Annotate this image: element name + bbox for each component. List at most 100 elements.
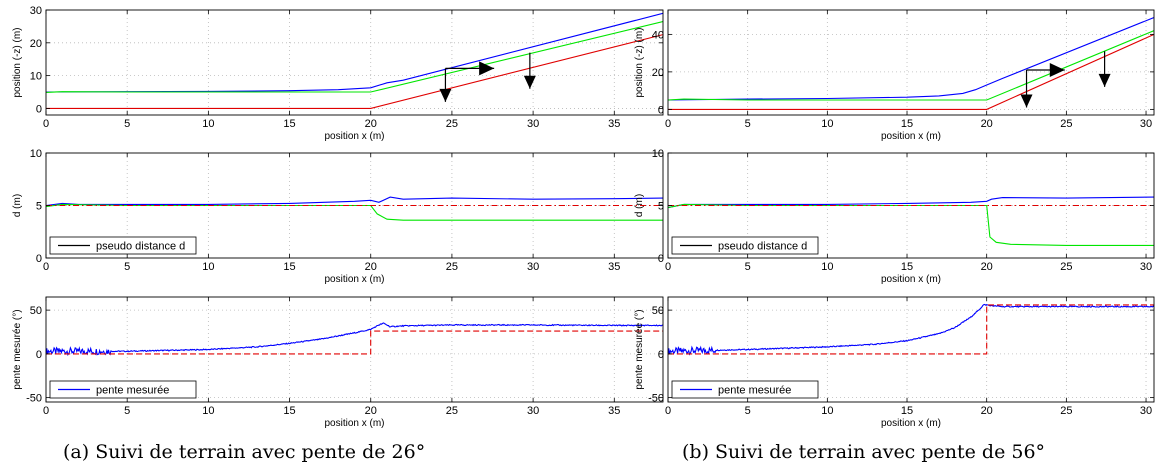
arrow-head [1098, 73, 1111, 87]
x-tick-label: 25 [1060, 118, 1072, 130]
x-tick-label: 0 [665, 261, 671, 273]
y-axis-label: d (m) [634, 194, 645, 217]
y-tick-label: 40 [652, 29, 664, 41]
x-tick-label: 35 [608, 261, 620, 273]
x-tick-label: 15 [283, 261, 295, 273]
caption-a: (a) Suivi de terrain avec pente de 26° [63, 441, 426, 463]
x-tick-label: 30 [527, 118, 539, 130]
y-tick-label: -50 [648, 393, 664, 405]
y-tick-label: -50 [26, 393, 42, 405]
y-tick-label: 5 [36, 201, 42, 213]
series-line-green [46, 20, 663, 93]
y-tick-label: 5 [658, 201, 664, 213]
x-tick-label: 30 [1140, 261, 1152, 273]
legend-box [49, 380, 197, 399]
arrow-head [439, 88, 452, 102]
y-tick-label: 0 [658, 104, 664, 116]
y-tick-label: 0 [36, 103, 42, 115]
chart-b-mid: 0 5 10 15 20 25 30 0 5 10 position x (m) d (m) pseud… [634, 148, 1155, 285]
y-tick-label: 0 [36, 253, 42, 265]
y-tick-label: 30 [30, 5, 42, 17]
x-tick-label: 0 [665, 118, 671, 130]
series-line-blue [46, 322, 663, 356]
legend-box [671, 380, 819, 399]
x-axis-label: position x (m) [881, 131, 941, 142]
x-tick-label: 5 [745, 261, 751, 273]
x-tick-label: 20 [981, 261, 993, 273]
y-tick-label: 10 [30, 148, 42, 160]
x-axis-label: position x (m) [324, 418, 384, 429]
x-tick-label: 30 [1140, 405, 1152, 417]
x-axis-label: position x (m) [324, 131, 384, 142]
series-line-blue [46, 196, 663, 207]
x-tick-label: 25 [1060, 261, 1072, 273]
y-axis-label: d (m) [12, 194, 23, 217]
legend-box [49, 236, 197, 255]
series-line-red [46, 330, 663, 355]
x-tick-label: 30 [527, 261, 539, 273]
y-tick-label: 0 [658, 253, 664, 265]
x-tick-label: 20 [981, 405, 993, 417]
y-tick-label: 0 [36, 349, 42, 361]
y-axis-label: pente mesurée (°) [12, 309, 23, 389]
y-tick-label: 20 [30, 38, 42, 50]
x-tick-label: 5 [124, 118, 130, 130]
x-tick-label: 5 [745, 118, 751, 130]
x-tick-label: 5 [745, 405, 751, 417]
x-tick-label: 30 [1140, 118, 1152, 130]
series-line-blue [668, 196, 1154, 209]
x-tick-label: 30 [527, 405, 539, 417]
x-tick-label: 10 [202, 118, 214, 130]
x-tick-label: 15 [901, 405, 913, 417]
series-line-green [46, 203, 663, 221]
x-tick-label: 25 [446, 261, 458, 273]
x-tick-label: 25 [446, 118, 458, 130]
series-line-red [668, 304, 1154, 355]
x-tick-label: 20 [365, 261, 377, 273]
x-tick-label: 5 [124, 261, 130, 273]
x-tick-label: 25 [446, 405, 458, 417]
x-tick-label: 10 [202, 261, 214, 273]
y-tick-label: 50 [652, 305, 664, 317]
x-tick-label: 20 [365, 118, 377, 130]
x-tick-label: 35 [608, 405, 620, 417]
axes-box [45, 296, 664, 403]
y-tick-label: 0 [658, 349, 664, 361]
legend-label: pseudo distance d [718, 241, 807, 253]
series-line-red [46, 34, 663, 109]
axes-box [45, 9, 664, 116]
y-axis-label: pente mesurée (°) [634, 309, 645, 389]
x-tick-label: 20 [981, 118, 993, 130]
x-axis-label: position x (m) [881, 418, 941, 429]
x-tick-label: 0 [43, 118, 49, 130]
x-tick-label: 15 [283, 118, 295, 130]
x-axis-label: position x (m) [324, 274, 384, 285]
legend-label: pente mesurée [96, 385, 169, 397]
axes-box [667, 296, 1155, 403]
x-tick-label: 0 [43, 405, 49, 417]
arrow-head [523, 75, 536, 89]
x-tick-label: 15 [901, 118, 913, 130]
axes-box [667, 9, 1155, 116]
x-axis-label: position x (m) [881, 274, 941, 285]
series-line-blue [668, 303, 1154, 356]
y-axis-label: position (-z) (m) [634, 27, 645, 97]
series-line-red [668, 33, 1154, 110]
x-tick-label: 35 [608, 118, 620, 130]
x-tick-label: 0 [665, 405, 671, 417]
x-tick-label: 10 [821, 118, 833, 130]
chart-a-mid: 0 5 10 15 20 25 30 35 0 5 10 position x (m) d (m) pse… [12, 148, 664, 285]
y-tick-label: 50 [30, 305, 42, 317]
arrow-head [479, 61, 495, 76]
x-tick-label: 25 [1060, 405, 1072, 417]
arrow-head [1049, 63, 1065, 77]
x-tick-label: 10 [202, 405, 214, 417]
x-tick-label: 0 [43, 261, 49, 273]
legend-label: pente mesurée [718, 385, 791, 397]
series-line-green [668, 30, 1154, 101]
x-tick-label: 20 [365, 405, 377, 417]
x-tick-label: 10 [821, 405, 833, 417]
y-tick-label: 20 [652, 67, 664, 79]
